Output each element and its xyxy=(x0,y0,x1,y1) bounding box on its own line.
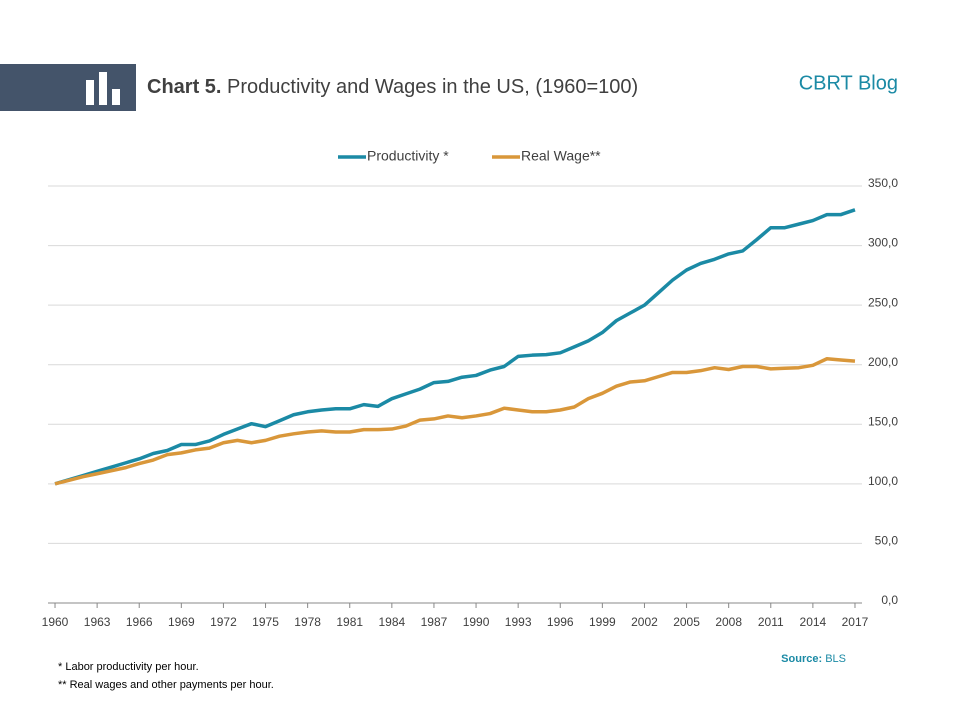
x-tick-label: 1984 xyxy=(378,615,405,629)
x-tick-label: 1993 xyxy=(505,615,532,629)
x-tick-label: 1975 xyxy=(252,615,279,629)
y-tick-label: 250,0 xyxy=(868,295,898,309)
icon-bar xyxy=(99,72,107,105)
y-tick-label: 200,0 xyxy=(868,355,898,369)
x-tick-label: 2017 xyxy=(842,615,869,629)
series-line xyxy=(54,357,856,486)
chart-title: Chart 5. Productivity and Wages in the U… xyxy=(147,76,638,98)
series-line xyxy=(54,208,856,486)
y-tick-label: 100,0 xyxy=(868,474,898,488)
x-tick-label: 1978 xyxy=(294,615,321,629)
note: * Labor productivity per hour. xyxy=(58,661,199,673)
x-tick-label: 2011 xyxy=(758,615,784,629)
title-prefix: Chart 5. xyxy=(147,76,221,98)
y-tick-label: 350,0 xyxy=(868,176,898,190)
icon-bar xyxy=(112,89,120,105)
brand: CBRT Blog xyxy=(799,72,898,94)
x-tick-label: 1999 xyxy=(589,615,616,629)
y-tick-label: 0,0 xyxy=(881,593,898,607)
x-tick-label: 1963 xyxy=(84,615,111,629)
y-tick-label: 300,0 xyxy=(868,236,898,250)
x-tick-label: 2008 xyxy=(715,615,742,629)
x-tick-label: 2002 xyxy=(631,615,658,629)
x-tick-label: 1981 xyxy=(336,615,363,629)
icon-bar xyxy=(86,80,94,105)
y-tick-label: 50,0 xyxy=(875,534,899,548)
source-label: Source: xyxy=(781,653,822,665)
x-tick-label: 1972 xyxy=(210,615,237,629)
x-tick-label: 1969 xyxy=(168,615,195,629)
x-tick-label: 1987 xyxy=(421,615,448,629)
x-tick-label: 1966 xyxy=(126,615,153,629)
note: ** Real wages and other payments per hou… xyxy=(58,679,274,691)
legend-label: Productivity * xyxy=(367,148,449,164)
x-tick-label: 2005 xyxy=(673,615,700,629)
x-tick-label: 1960 xyxy=(42,615,69,629)
x-tick-label: 2014 xyxy=(800,615,827,629)
x-tick-label: 1996 xyxy=(547,615,574,629)
source-value: BLS xyxy=(825,653,846,665)
title-text: Productivity and Wages in the US, (1960=… xyxy=(227,76,638,98)
legend-label: Real Wage** xyxy=(521,148,601,164)
source: Source: BLS xyxy=(781,653,846,665)
x-tick-label: 1990 xyxy=(463,615,490,629)
y-tick-label: 150,0 xyxy=(868,414,898,428)
